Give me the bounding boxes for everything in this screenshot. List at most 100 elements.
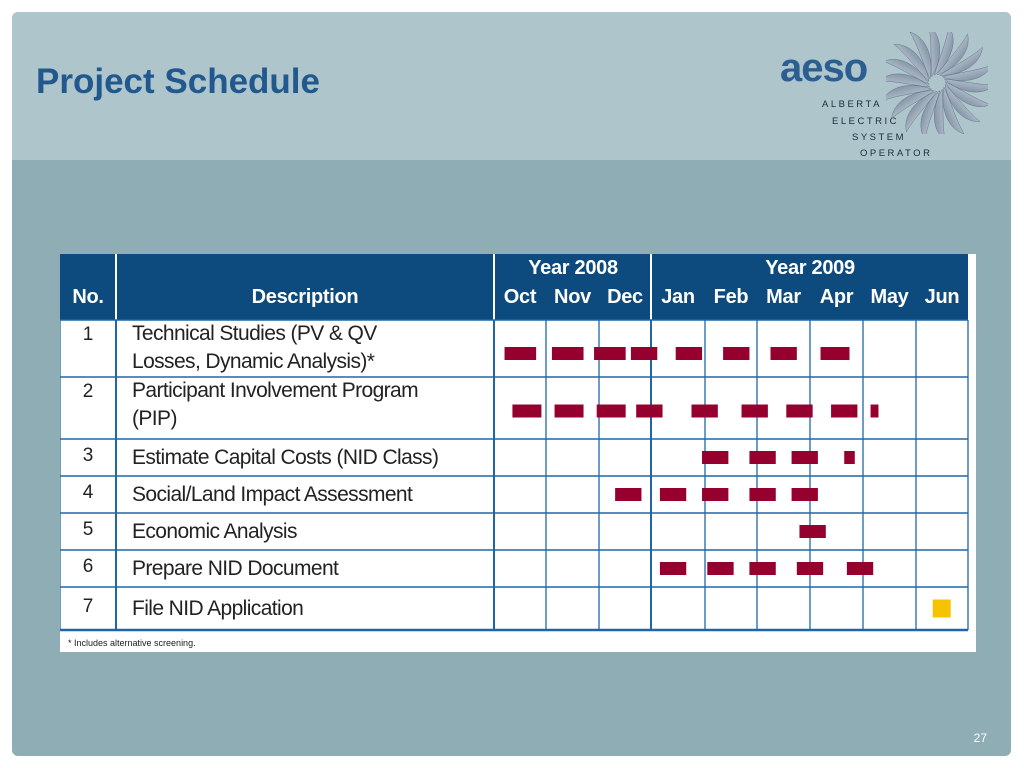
logo-swirl-blade [928, 32, 940, 78]
row-number: 4 [82, 481, 94, 503]
description-line: Losses, Dynamic Analysis)* [132, 350, 375, 373]
description-line: Economic Analysis [132, 519, 297, 543]
row-description: File NID Application [132, 595, 304, 623]
logo-swirl-blade [933, 32, 954, 76]
swirl-logo-icon [886, 32, 988, 134]
task-bar [551, 347, 584, 360]
schedule-grid [60, 254, 969, 632]
month-header: Apr [819, 286, 854, 308]
month-header: May [870, 286, 909, 308]
month-header: Oct [503, 286, 537, 308]
task-bar [691, 404, 718, 418]
year-header: Year 2009 [765, 257, 855, 279]
description-line: Technical Studies (PV & QV [132, 322, 377, 345]
logo-swirl-blade [886, 73, 931, 88]
task-bar [594, 347, 626, 360]
task-bar [770, 347, 797, 360]
header-band [60, 254, 968, 320]
page-number: 27 [973, 731, 987, 745]
row-description: Social/Land Impact Assessment [132, 481, 413, 509]
logo-swirl-blade [943, 78, 988, 93]
logo-line-1: ALBERTA [822, 99, 882, 110]
logo-swirl-blade [939, 46, 983, 76]
task-bar [844, 451, 855, 464]
logo-line-4: OPERATOR [860, 148, 933, 159]
description-line: Social/Land Impact Assessment [132, 482, 413, 506]
description-line: Prepare NID Document [132, 556, 339, 580]
row-description: Prepare NID Document [132, 555, 339, 583]
task-bar [707, 562, 734, 575]
task-bar [831, 404, 858, 418]
task-bar [596, 404, 626, 418]
task-bar [630, 347, 658, 360]
task-bar [820, 347, 850, 360]
task-bar [791, 451, 818, 464]
logo-swirl-blade [886, 85, 933, 102]
task-bar [846, 562, 874, 575]
milestone-marker [932, 599, 951, 618]
row-description: Estimate Capital Costs (NID Class) [132, 444, 439, 472]
page-title: Project Schedule [36, 62, 320, 101]
task-bar [796, 562, 824, 575]
description-line: Estimate Capital Costs (NID Class) [132, 445, 439, 469]
task-bar [749, 562, 776, 575]
month-header: Dec [607, 286, 643, 308]
row-number: 3 [82, 444, 94, 466]
slide-header: Project Schedule aeso ALBERTA ELECTRIC S… [12, 12, 1011, 160]
task-bar [675, 347, 703, 360]
row-description: Technical Studies (PV & QV Losses, Dynami… [132, 320, 377, 376]
task-bar [636, 404, 663, 418]
task-bar [702, 451, 729, 464]
row-number: 2 [82, 381, 94, 402]
aeso-logo: aeso ALBERTA ELECTRIC SYSTEM OPERATOR [772, 32, 1002, 159]
col-header-no: No. [72, 286, 104, 308]
logo-swirl-blade [934, 88, 946, 134]
task-bar [749, 451, 776, 464]
col-header-description: Description [251, 286, 359, 308]
logo-swirl-blade [891, 90, 935, 120]
logo-swirl-blade [909, 32, 932, 80]
task-bar [659, 488, 687, 501]
month-header: Jan [661, 286, 695, 308]
logo-swirl-blade [944, 81, 988, 107]
logo-swirl-blade [893, 44, 930, 83]
task-bar [659, 562, 687, 575]
logo-swirl-blade [944, 83, 981, 122]
description-line: Participant Involvement Program [132, 379, 419, 402]
month-header: Nov [554, 286, 591, 308]
logo-wordmark: aeso [780, 46, 868, 90]
logo-swirl-blade [941, 64, 988, 81]
task-bar [554, 404, 584, 418]
task-bar [702, 488, 729, 501]
body-band [60, 320, 968, 630]
month-header: Mar [766, 286, 801, 308]
row-description: Participant Involvement Program (PIP) [132, 377, 419, 433]
footnote: * Includes alternative screening. [68, 638, 196, 648]
month-header: Jun [924, 286, 960, 308]
logo-line-2: ELECTRIC [832, 116, 899, 127]
logo-swirl-blade [920, 90, 941, 134]
task-bar [749, 488, 776, 501]
schedule-table: No. Description Year 2008 Year 2009 Oct No… [60, 254, 976, 652]
description-line: File NID Application [132, 596, 304, 620]
task-bar [870, 404, 879, 418]
task-bar [741, 404, 768, 418]
description-line: (PIP) [132, 407, 177, 430]
row-description: Economic Analysis [132, 518, 297, 546]
month-header: Feb [713, 286, 749, 308]
task-bar [723, 347, 750, 360]
task-bar [791, 488, 818, 501]
task-bar [799, 525, 826, 538]
logo-swirl-blade [905, 90, 938, 133]
row-number: 7 [82, 595, 94, 617]
logo-line-3: SYSTEM [852, 132, 907, 143]
task-bar [615, 488, 642, 501]
row-number: 1 [82, 324, 94, 345]
task-bar [504, 347, 537, 360]
logo-swirl-blade [942, 86, 965, 134]
logo-swirl-blade [886, 59, 930, 85]
task-bar [786, 404, 813, 418]
year-header: Year 2008 [528, 257, 618, 279]
row-number: 6 [82, 555, 94, 577]
task-bar [512, 404, 542, 418]
